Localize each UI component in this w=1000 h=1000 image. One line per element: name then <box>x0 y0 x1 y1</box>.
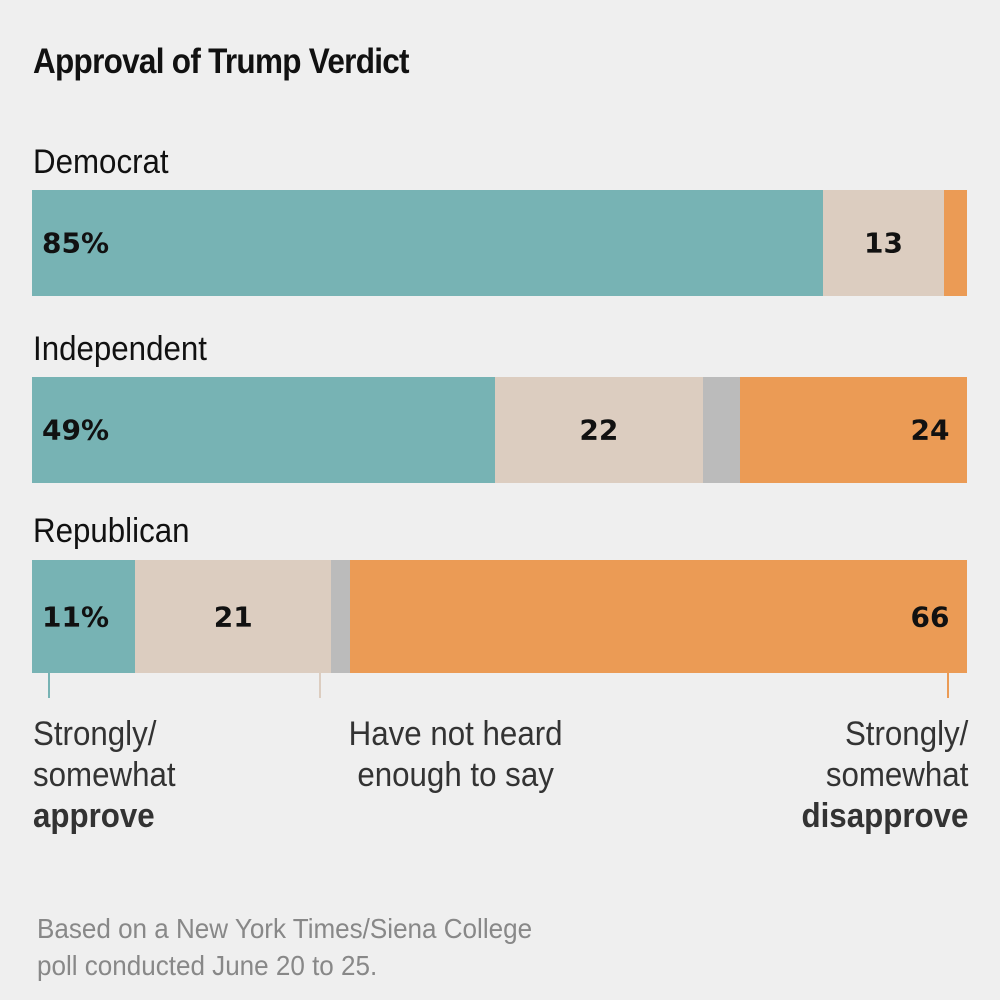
legend-approve-bold: approve <box>33 797 155 835</box>
data-label-republican-disapprove: 66 <box>910 600 950 633</box>
data-label-independent-disapprove: 24 <box>910 413 950 447</box>
legend-tick-approve <box>48 673 50 698</box>
legend-disapprove-bold: disapprove <box>801 797 968 835</box>
legend-tick-disapprove <box>947 673 949 698</box>
legend-disapprove-line2: somewhat <box>825 756 968 794</box>
bar-segment-republican-not-heard: 21 <box>134 560 332 673</box>
bar-democrat: 85% 13 <box>32 190 968 296</box>
bar-segment-republican-other <box>331 560 351 673</box>
chart-title: Approval of Trump Verdict <box>33 42 410 81</box>
row-label-democrat: Democrat <box>33 143 169 181</box>
bar-segment-independent-other <box>702 377 741 483</box>
legend-not-heard: Have not heard enough to say <box>336 714 575 796</box>
legend-approve-line1: Strongly/ <box>33 715 157 753</box>
legend-tick-not-heard <box>319 673 321 698</box>
bar-segment-independent-disapprove: 24 <box>740 377 968 483</box>
bar-segment-republican-approve: 11% <box>32 560 136 673</box>
bar-segment-independent-not-heard: 22 <box>494 377 704 483</box>
data-label-democrat-approve: 85% <box>42 226 110 260</box>
legend-not-heard-line2: enough to say <box>357 756 554 794</box>
source-note: Based on a New York Times/Siena College … <box>37 910 532 984</box>
bar-segment-democrat-approve: 85% <box>32 190 824 296</box>
bar-segment-democrat-disapprove <box>943 190 968 296</box>
data-label-democrat-not-heard: 13 <box>864 226 903 260</box>
bar-segment-democrat-not-heard: 13 <box>822 190 945 296</box>
bar-independent: 49% 22 24 <box>32 377 968 483</box>
row-label-independent: Independent <box>33 330 207 368</box>
data-label-independent-approve: 49% <box>42 413 110 447</box>
legend-approve: Strongly/ somewhat approve <box>33 714 176 837</box>
data-label-republican-not-heard: 21 <box>213 600 253 633</box>
row-label-republican: Republican <box>33 512 190 550</box>
legend-disapprove: Strongly/ somewhat disapprove <box>801 714 968 837</box>
legend-approve-line2: somewhat <box>33 756 176 794</box>
legend-disapprove-line1: Strongly/ <box>844 715 968 753</box>
legend-not-heard-line1: Have not heard <box>348 715 563 753</box>
data-label-republican-approve: 11% <box>42 600 110 633</box>
bar-segment-independent-approve: 49% <box>32 377 496 483</box>
data-label-independent-not-heard: 22 <box>579 413 619 447</box>
bar-segment-republican-disapprove: 66 <box>349 560 968 673</box>
source-note-line2: poll conducted June 20 to 25. <box>37 950 378 981</box>
source-note-line1: Based on a New York Times/Siena College <box>37 913 533 944</box>
bar-republican: 11% 21 66 <box>32 560 968 673</box>
